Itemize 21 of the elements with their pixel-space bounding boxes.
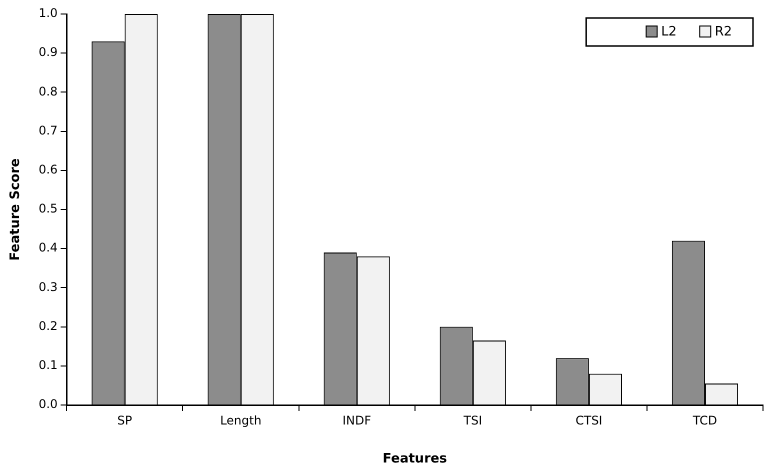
- x-tick-label: Length: [220, 413, 262, 428]
- x-tick-label: TSI: [462, 413, 482, 428]
- y-tick-label: 0.1: [38, 358, 58, 372]
- y-tick-label: 0.5: [38, 202, 58, 216]
- y-tick-label: 0.2: [38, 318, 58, 333]
- y-axis-title: Feature Score: [8, 158, 24, 261]
- x-tick-label: SP: [117, 413, 132, 428]
- y-tick-label: 1.0: [38, 6, 58, 20]
- legend-label: R2: [714, 24, 732, 40]
- y-tick-label: 0.7: [38, 123, 58, 138]
- y-tick-label: 0.8: [38, 84, 58, 98]
- y-tick-label: 0.9: [38, 45, 58, 60]
- y-tick-label: 0.4: [38, 240, 58, 255]
- legend-label: L2: [661, 24, 677, 40]
- y-tick-label: 0.3: [38, 280, 58, 294]
- x-axis-title: Features: [382, 452, 448, 467]
- y-tick-label: 0.0: [38, 397, 58, 412]
- y-tick-label: 0.6: [38, 162, 58, 177]
- x-tick-label: TCD: [692, 413, 718, 428]
- x-tick-label: INDF: [342, 413, 372, 428]
- x-tick-label: CTSI: [575, 413, 602, 428]
